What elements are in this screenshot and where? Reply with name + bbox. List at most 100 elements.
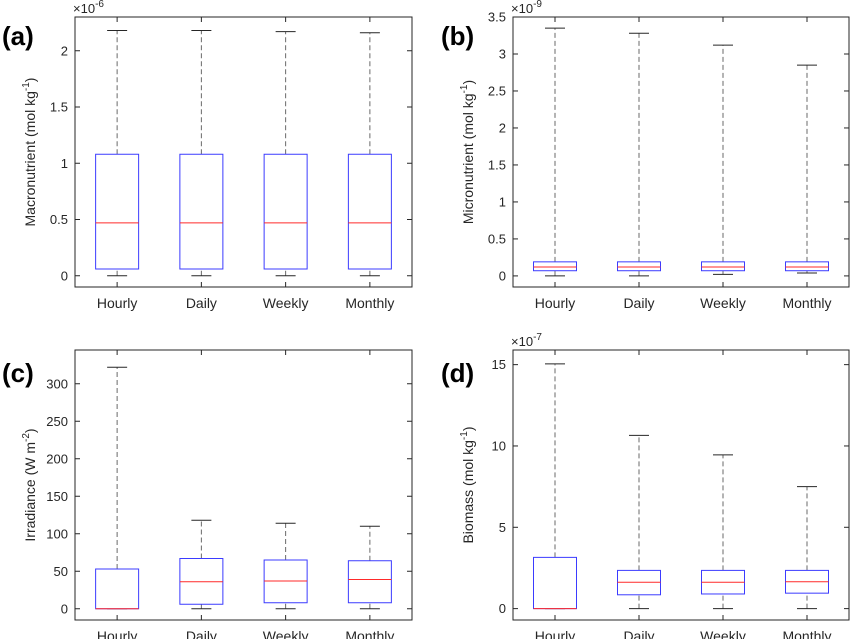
box-monthly: [347, 32, 392, 277]
x-tick-label: Daily: [186, 628, 217, 639]
panel-label: (d): [441, 358, 474, 388]
x-tick-label: Hourly: [97, 295, 137, 311]
y-axis-label-close: ): [460, 426, 476, 431]
y-axis-label-text: Irradiance (W m: [22, 442, 38, 542]
box-monthly: [785, 64, 829, 274]
x-tick-label: Hourly: [535, 295, 575, 311]
panel-c: 0 50 100 150 200 250 300 Hourly Daily Weekly Month…: [2, 349, 413, 639]
panel-d: 0 5 10 15 Hourly Daily Weekly Monthly ×10-7 Bioma…: [441, 332, 850, 639]
y-tick-label: 0.5: [50, 212, 68, 227]
y-tick-label: 0.5: [488, 231, 506, 246]
y-axis-label-sup: -2: [21, 433, 32, 442]
y-tick-label: 3: [499, 46, 506, 61]
x-tick-label: Monthly: [782, 628, 831, 639]
y-tick-label: 1: [499, 194, 506, 209]
y-axis-label: Macronutrient (mol kg-1): [21, 78, 38, 227]
box-weekly: [263, 31, 308, 277]
y-axis-label-text: Biomass (mol kg: [460, 440, 476, 543]
plot-area: [512, 349, 850, 621]
axis-exponent: ×10-9: [511, 0, 542, 16]
exponent-base: ×10: [511, 334, 533, 349]
x-tick-label: Daily: [623, 628, 654, 639]
y-tick-label: 2.5: [488, 83, 506, 98]
y-tick-label: 1: [61, 156, 68, 171]
y-tick-label: 50: [54, 564, 68, 579]
plot-area: [74, 16, 413, 288]
box-monthly: [785, 486, 829, 610]
iqr-box: [533, 556, 577, 610]
y-axis-label: Micronutrient (mol kg-1): [459, 80, 476, 224]
y-axis-label-text: Macronutrient (mol kg: [22, 91, 38, 226]
panel-label: (a): [2, 21, 34, 51]
x-tick-label: Monthly: [345, 628, 394, 639]
x-tick-label: Weekly: [700, 295, 746, 311]
x-tick-label: Weekly: [700, 628, 746, 639]
panel-label: (b): [441, 21, 474, 51]
panel-b: 0 0.5 1 1.5 2 2.5 3 3.5 Hourly Daily Weekly Monthly…: [441, 0, 850, 311]
box-weekly: [701, 454, 745, 610]
y-axis-label-close: ): [460, 80, 476, 85]
y-tick-label: 300: [46, 376, 68, 391]
exponent-base: ×10: [73, 1, 95, 16]
iqr-box: [95, 153, 140, 270]
y-axis-label-sup: -1: [21, 82, 32, 91]
y-tick-label: 2: [499, 120, 506, 135]
box-monthly: [347, 525, 392, 610]
plot-area: [512, 16, 850, 288]
iqr-box: [533, 261, 577, 272]
y-tick-label: 1.5: [488, 157, 506, 172]
x-tick-label: Daily: [186, 295, 217, 311]
x-tick-label: Daily: [623, 295, 654, 311]
exponent-base: ×10: [511, 1, 533, 16]
y-tick-label: 150: [46, 489, 68, 504]
exponent-power: -7: [533, 332, 542, 343]
y-tick-label: 0: [499, 268, 506, 283]
y-axis-label-sup: -1: [459, 431, 470, 440]
axis-exponent: ×10-6: [73, 0, 104, 16]
box-weekly: [701, 44, 745, 275]
plot-area: [74, 349, 413, 621]
x-tick-label: Hourly: [97, 628, 137, 639]
x-tick-label: Hourly: [535, 628, 575, 639]
x-tick-label: Weekly: [263, 295, 309, 311]
iqr-box: [263, 153, 308, 270]
iqr-box: [347, 560, 392, 604]
y-axis-label-text: Micronutrient (mol kg: [460, 93, 476, 224]
box-daily: [617, 434, 661, 610]
y-tick-label: 1.5: [50, 100, 68, 115]
y-tick-label: 200: [46, 451, 68, 466]
exponent-power: -9: [533, 0, 542, 10]
iqr-box: [95, 568, 140, 610]
y-tick-label: 5: [499, 520, 506, 535]
y-tick-label: 0: [61, 601, 68, 616]
y-axis-label-sup: -1: [459, 84, 470, 93]
y-tick-label: 15: [492, 357, 506, 372]
iqr-box: [347, 153, 392, 270]
iqr-box: [785, 261, 829, 272]
exponent-power: -6: [95, 0, 104, 10]
y-axis-label-close: ): [22, 78, 38, 83]
box-hourly: [95, 30, 140, 277]
y-tick-label: 100: [46, 526, 68, 541]
box-daily: [617, 32, 661, 277]
y-axis-label-close: ): [22, 428, 38, 433]
box-hourly: [95, 366, 140, 610]
y-tick-label: 10: [492, 438, 506, 453]
iqr-box: [179, 153, 224, 270]
x-tick-label: Monthly: [782, 295, 831, 311]
box-hourly: [533, 27, 577, 277]
iqr-box: [617, 261, 661, 272]
axis-exponent: ×10-7: [511, 332, 542, 349]
y-tick-label: 250: [46, 414, 68, 429]
box-hourly: [533, 363, 577, 610]
y-tick-label: 2: [61, 43, 68, 58]
box-daily: [179, 30, 224, 277]
x-tick-label: Weekly: [263, 628, 309, 639]
y-tick-label: 3.5: [488, 10, 506, 25]
panel-a: 0 0.5 1 1.5 2 Hourly Daily Weekly Monthly ×10-6 Ma…: [2, 0, 413, 311]
panel-label: (c): [2, 358, 34, 388]
y-axis-label: Irradiance (W m-2): [21, 428, 38, 541]
y-tick-label: 0: [499, 601, 506, 616]
x-tick-label: Monthly: [345, 295, 394, 311]
